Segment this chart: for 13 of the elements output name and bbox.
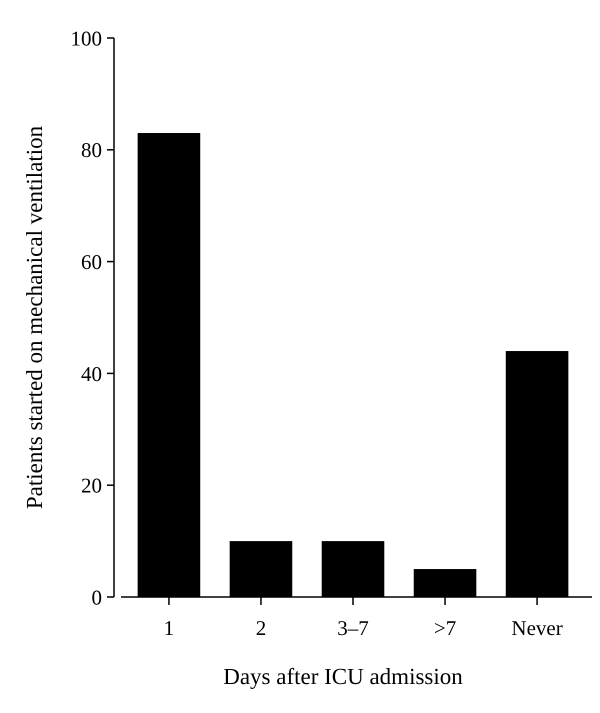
x-tick-label: 1 [164, 616, 174, 640]
y-axis-title: Patients started on mechanical ventilation [22, 125, 47, 510]
y-tick-label: 80 [81, 138, 102, 162]
y-tick-label: 40 [81, 362, 102, 386]
y-tick-label: 20 [81, 474, 102, 498]
x-tick-label: 2 [256, 616, 266, 640]
x-tick-label: >7 [434, 616, 456, 640]
x-tick-label: 3–7 [337, 616, 369, 640]
x-tick-label: Never [511, 616, 563, 640]
y-tick-label: 60 [81, 250, 102, 274]
y-tick-label: 0 [92, 585, 102, 610]
y-tick-label: 100 [70, 26, 102, 50]
x-axis-title: Days after ICU admission [223, 664, 464, 689]
